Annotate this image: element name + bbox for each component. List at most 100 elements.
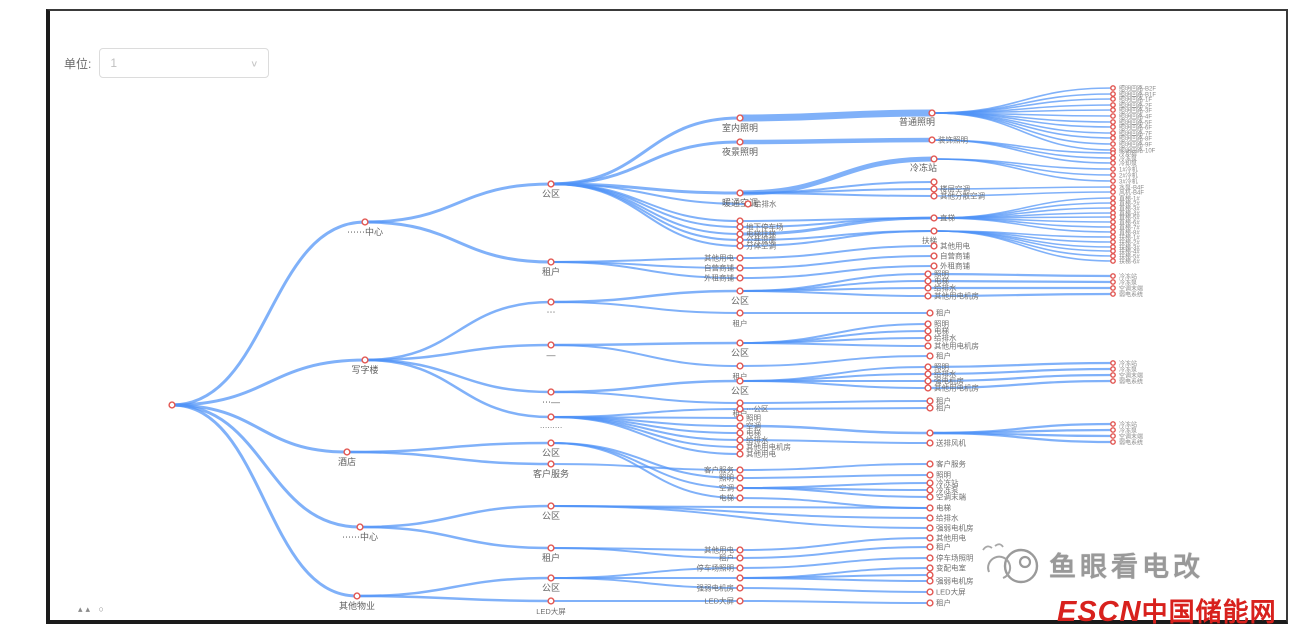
tree-node[interactable] xyxy=(926,564,934,572)
tree-node[interactable] xyxy=(736,494,744,502)
tree-node[interactable] xyxy=(736,429,744,437)
tree-node[interactable] xyxy=(926,486,934,494)
tree-node[interactable] xyxy=(924,377,932,385)
tree-node[interactable] xyxy=(1110,200,1116,206)
tree-node[interactable] xyxy=(924,384,932,392)
tree-node[interactable] xyxy=(736,223,744,231)
tree-node[interactable] xyxy=(361,218,369,226)
tree-node[interactable] xyxy=(736,574,744,582)
tree-node[interactable] xyxy=(1110,427,1116,433)
tree-node[interactable] xyxy=(924,292,932,300)
tree-node[interactable] xyxy=(926,429,934,437)
tree-node[interactable] xyxy=(1110,372,1116,378)
tree-node[interactable] xyxy=(736,564,744,572)
tree-node[interactable] xyxy=(1110,113,1116,119)
tree-node[interactable] xyxy=(930,178,938,186)
tree-node[interactable] xyxy=(547,180,555,188)
tree-node[interactable] xyxy=(1110,150,1116,156)
tree-node[interactable] xyxy=(1110,378,1116,384)
tree-node[interactable] xyxy=(1110,135,1116,141)
tree-node[interactable] xyxy=(736,405,744,413)
tree-node[interactable] xyxy=(1110,273,1116,279)
tree-node[interactable] xyxy=(1110,205,1116,211)
tree-node[interactable] xyxy=(1110,291,1116,297)
tree-node[interactable] xyxy=(547,597,555,605)
tree-node[interactable] xyxy=(926,460,934,468)
tree-node[interactable] xyxy=(926,571,934,579)
tree-node[interactable] xyxy=(926,514,934,522)
tree-node[interactable] xyxy=(736,138,744,146)
tree-node[interactable] xyxy=(736,230,744,238)
tree-node[interactable] xyxy=(1110,219,1116,225)
tree-node[interactable] xyxy=(930,214,938,222)
tree-node[interactable] xyxy=(924,342,932,350)
tree-node[interactable] xyxy=(736,339,744,347)
tree-node[interactable] xyxy=(1110,234,1116,240)
tree-node[interactable] xyxy=(361,356,369,364)
tree-node[interactable] xyxy=(353,592,361,600)
tree-node[interactable] xyxy=(1110,85,1116,91)
tree-node[interactable] xyxy=(926,404,934,412)
tree-node[interactable] xyxy=(744,200,752,208)
tree-node[interactable] xyxy=(924,320,932,328)
tree-node[interactable] xyxy=(1110,107,1116,113)
tree-node[interactable] xyxy=(736,546,744,554)
tree-node[interactable] xyxy=(343,448,351,456)
tree-node[interactable] xyxy=(930,252,938,260)
tree-node[interactable] xyxy=(736,450,744,458)
tree-node[interactable] xyxy=(926,543,934,551)
tree-node[interactable] xyxy=(547,341,555,349)
tree-node[interactable] xyxy=(924,327,932,335)
tree-node[interactable] xyxy=(924,277,932,285)
tree-node[interactable] xyxy=(1110,433,1116,439)
tree-node[interactable] xyxy=(736,114,744,122)
tree-node[interactable] xyxy=(926,352,934,360)
tree-node[interactable] xyxy=(736,436,744,444)
tree-node[interactable] xyxy=(547,544,555,552)
tree-node[interactable] xyxy=(736,399,744,407)
tree-node[interactable] xyxy=(924,284,932,292)
tree-node[interactable] xyxy=(926,439,934,447)
tree-node[interactable] xyxy=(1110,155,1116,161)
tree-node[interactable] xyxy=(926,577,934,585)
tree-node[interactable] xyxy=(736,474,744,482)
tree-node[interactable] xyxy=(1110,248,1116,254)
tree-node[interactable] xyxy=(1110,366,1116,372)
tree-node[interactable] xyxy=(1110,141,1116,147)
tree-node[interactable] xyxy=(1110,229,1116,235)
tree-node[interactable] xyxy=(926,534,934,542)
tree-node[interactable] xyxy=(736,484,744,492)
tree-node[interactable] xyxy=(1110,360,1116,366)
tree-node[interactable] xyxy=(736,287,744,295)
tree-node[interactable] xyxy=(926,504,934,512)
bottom-left-cropped-icons[interactable]: ▴▴ ○ xyxy=(78,604,107,614)
tree-node[interactable] xyxy=(736,362,744,370)
tree-node[interactable] xyxy=(736,597,744,605)
tree-node[interactable] xyxy=(926,524,934,532)
tree-node[interactable] xyxy=(1110,214,1116,220)
tree-node[interactable] xyxy=(1110,178,1116,184)
tree-node[interactable] xyxy=(1110,224,1116,230)
tree-node[interactable] xyxy=(930,227,938,235)
tree-node[interactable] xyxy=(930,155,938,163)
tree-node[interactable] xyxy=(547,502,555,510)
tree-node[interactable] xyxy=(924,270,932,278)
tree-node[interactable] xyxy=(547,413,555,421)
tree-node[interactable] xyxy=(926,599,934,607)
tree-node[interactable] xyxy=(736,466,744,474)
tree-node[interactable] xyxy=(930,262,938,270)
tree-node[interactable] xyxy=(736,254,744,262)
tree-node[interactable] xyxy=(736,554,744,562)
tree-node[interactable] xyxy=(736,443,744,451)
tree-node[interactable] xyxy=(926,397,934,405)
tree-node[interactable] xyxy=(926,493,934,501)
tree-node[interactable] xyxy=(1110,189,1116,195)
tree-node[interactable] xyxy=(736,309,744,317)
tree-node[interactable] xyxy=(547,388,555,396)
tree-node[interactable] xyxy=(928,109,936,117)
tree-node[interactable] xyxy=(547,574,555,582)
tree-node[interactable] xyxy=(930,242,938,250)
tree-node[interactable] xyxy=(1110,258,1116,264)
tree-node[interactable] xyxy=(924,363,932,371)
tree-node[interactable] xyxy=(547,258,555,266)
